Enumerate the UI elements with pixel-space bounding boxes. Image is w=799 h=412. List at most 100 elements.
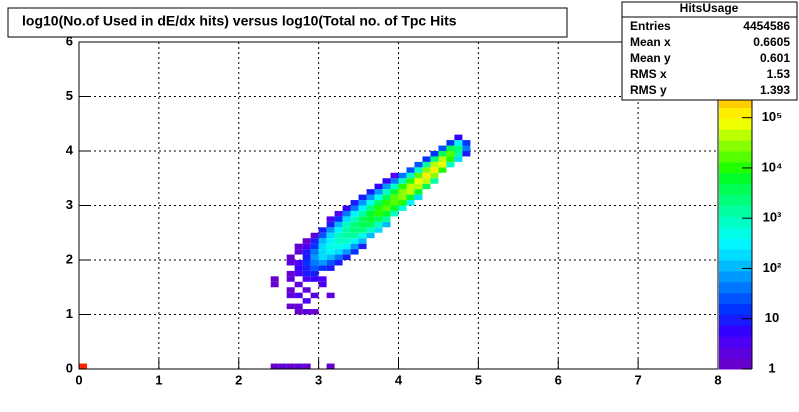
cell: [334, 227, 343, 233]
cell: [294, 363, 303, 369]
stats-value: 1.393: [760, 83, 790, 97]
cell: [302, 265, 311, 271]
cell: [342, 210, 351, 217]
frame: [78, 41, 719, 370]
cell: [390, 205, 399, 211]
stats-frame: [621, 1, 798, 101]
colorbar-band: [719, 292, 752, 305]
cell: [430, 151, 439, 157]
stats-value: 0.6605: [753, 35, 790, 49]
y-tick-label: 2: [66, 251, 73, 266]
cell: [398, 200, 407, 206]
x-tick-label: 0: [75, 372, 82, 387]
cell: [430, 156, 439, 162]
cell: [414, 161, 423, 168]
cell: [406, 183, 415, 190]
cell: [454, 140, 463, 146]
cell: [294, 309, 303, 315]
x-tick-label: 2: [235, 372, 242, 387]
cell: [286, 270, 295, 277]
colorbar-band: [719, 172, 752, 185]
cell: [438, 151, 447, 157]
cell: [350, 243, 359, 250]
cell: [398, 189, 407, 195]
cell: [366, 232, 375, 239]
cell: [382, 194, 391, 201]
cell: [318, 238, 327, 244]
colorbar-band: [719, 151, 752, 163]
cell: [382, 178, 391, 184]
cell: [454, 134, 463, 141]
cell: [302, 243, 311, 250]
z-tick-label: 10⁵: [762, 109, 783, 124]
cell: [326, 260, 335, 266]
cell: [454, 156, 463, 162]
cell: [406, 172, 415, 179]
stats-label: Mean x: [630, 35, 671, 49]
cell: [390, 210, 399, 217]
x-tick-label: 8: [714, 372, 721, 387]
stats-value: 4454586: [743, 19, 790, 33]
cell: [294, 265, 303, 271]
cell: [334, 249, 343, 255]
cell: [310, 276, 319, 282]
cell: [422, 172, 431, 179]
cell: [366, 200, 375, 206]
cell: [326, 227, 335, 233]
cell: [302, 298, 311, 304]
cell: [406, 178, 415, 184]
cell: [310, 254, 319, 260]
cell: [406, 194, 415, 201]
colorbar-band: [719, 336, 752, 348]
stats-label: Mean y: [630, 51, 671, 65]
cell: [374, 200, 383, 206]
cell: [358, 238, 367, 244]
cell: [278, 363, 287, 369]
cell: [270, 281, 279, 288]
cell: [318, 227, 327, 233]
cell: [342, 249, 351, 255]
cell: [374, 194, 383, 201]
cell: [302, 238, 311, 244]
y-tick-label: 3: [66, 197, 73, 212]
cell: [310, 243, 319, 250]
cell: [342, 238, 351, 244]
stats-value: 1.53: [767, 67, 791, 81]
cell: [286, 287, 295, 293]
cell: [454, 145, 463, 151]
stats-label: RMS y: [630, 83, 667, 97]
cell: [350, 210, 359, 217]
cell: [294, 243, 303, 250]
cell: [374, 210, 383, 217]
colorbar-band: [719, 358, 752, 370]
cell: [310, 265, 319, 271]
cell: [294, 270, 303, 277]
cell: [358, 200, 367, 206]
cell: [270, 363, 279, 369]
colorbar-band: [719, 129, 752, 141]
cell: [390, 172, 399, 179]
cell: [326, 254, 335, 260]
colorbar-band: [719, 270, 752, 283]
x-tick-label: 5: [475, 372, 482, 387]
cell: [390, 178, 399, 184]
cell: [382, 205, 391, 211]
cell: [374, 216, 383, 222]
cell: [350, 200, 359, 206]
cell: [390, 194, 399, 201]
cell: [302, 276, 311, 282]
cell: [446, 161, 455, 168]
cell: [342, 216, 351, 222]
z-tick-label: 10³: [763, 210, 782, 225]
stats-value: 0.601: [760, 51, 790, 65]
cell: [294, 292, 303, 299]
cell: [342, 232, 351, 239]
cell: [302, 249, 311, 255]
cell: [430, 172, 439, 179]
cell: [366, 194, 375, 201]
cell: [438, 167, 447, 173]
colorbar-band: [719, 347, 752, 359]
cell: [326, 221, 335, 228]
